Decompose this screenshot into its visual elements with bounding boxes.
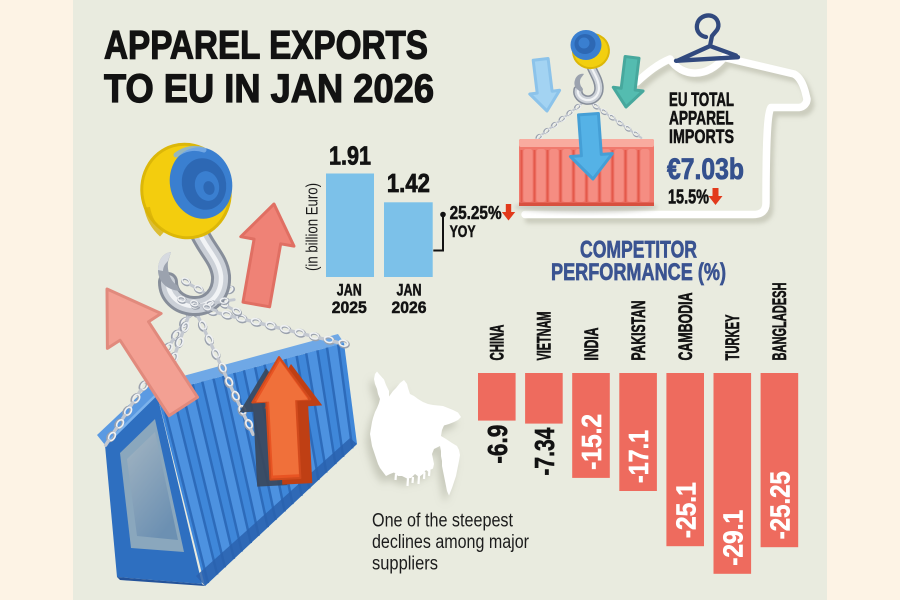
svg-text:BANGLADESH: BANGLADESH bbox=[770, 283, 791, 361]
svg-text:EU TOTAL: EU TOTAL bbox=[669, 89, 734, 111]
svg-text:INDIA: INDIA bbox=[582, 327, 603, 360]
svg-text:suppliers: suppliers bbox=[372, 554, 438, 575]
svg-text:VIETNAM: VIETNAM bbox=[535, 312, 556, 361]
svg-text:JAN: JAN bbox=[397, 281, 422, 300]
svg-text:APPAREL: APPAREL bbox=[669, 108, 734, 130]
svg-text:-17.1: -17.1 bbox=[623, 430, 654, 483]
svg-text:25.25%: 25.25% bbox=[450, 203, 502, 223]
svg-text:One of the steepest: One of the steepest bbox=[372, 511, 514, 532]
svg-text:-15.2: -15.2 bbox=[576, 414, 607, 470]
svg-text:IMPORTS: IMPORTS bbox=[669, 126, 734, 148]
svg-text:-25.25: -25.25 bbox=[765, 471, 796, 539]
svg-text:-29.1: -29.1 bbox=[717, 510, 748, 566]
svg-text:15.5%: 15.5% bbox=[668, 186, 709, 209]
svg-text:2026: 2026 bbox=[392, 298, 427, 317]
svg-text:€7.03b: €7.03b bbox=[667, 153, 744, 186]
svg-text:COMPETITOR: COMPETITOR bbox=[580, 237, 697, 264]
svg-text:-25.1: -25.1 bbox=[670, 482, 701, 538]
svg-text:JAN: JAN bbox=[337, 281, 362, 300]
svg-text:2025: 2025 bbox=[332, 298, 367, 317]
svg-text:YOY: YOY bbox=[450, 222, 476, 241]
svg-text:1.42: 1.42 bbox=[387, 168, 430, 198]
svg-text:TURKEY: TURKEY bbox=[723, 314, 744, 360]
svg-text:CHINA: CHINA bbox=[488, 324, 509, 360]
svg-text:declines among major: declines among major bbox=[372, 532, 530, 553]
svg-text:APPAREL EXPORTS: APPAREL EXPORTS bbox=[104, 24, 428, 68]
svg-text:CAMBODIA: CAMBODIA bbox=[676, 292, 697, 360]
svg-text:PAKISTAN: PAKISTAN bbox=[629, 301, 650, 361]
svg-text:PERFORMANCE (%): PERFORMANCE (%) bbox=[551, 259, 726, 286]
svg-text:TO EU IN JAN 2026: TO EU IN JAN 2026 bbox=[104, 67, 434, 111]
svg-text:-7.34: -7.34 bbox=[529, 427, 560, 475]
svg-text:(in billion Euro): (in billion Euro) bbox=[304, 183, 322, 271]
svg-text:-6.9: -6.9 bbox=[482, 425, 513, 464]
svg-text:1.91: 1.91 bbox=[329, 141, 371, 171]
